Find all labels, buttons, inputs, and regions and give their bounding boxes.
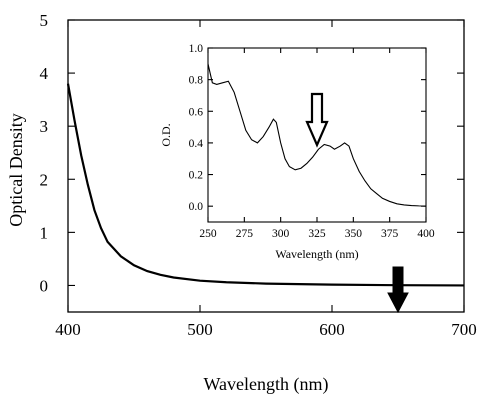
inset-y-tick-label: 0.2 xyxy=(189,170,204,182)
inset-y-axis-title: O.D. xyxy=(159,123,173,146)
inset-y-tick-label: 0.8 xyxy=(189,75,204,87)
main-y-tick-label: 4 xyxy=(40,64,49,83)
main-plot-frame xyxy=(67,19,465,313)
main-x-tick-label: 400 xyxy=(55,320,81,339)
inset-x-tick-label: 250 xyxy=(199,228,217,240)
main-x-tick-label: 700 xyxy=(451,320,477,339)
inset-spectrum-line xyxy=(207,63,427,207)
main-y-tick-label: 2 xyxy=(40,170,49,189)
main-x-tick-label: 600 xyxy=(319,320,345,339)
inset-x-axis-title: Wavelength (nm) xyxy=(275,247,358,261)
inset-x-tick-label: 350 xyxy=(345,228,363,240)
inset-y-tick-label: 0.0 xyxy=(189,201,204,213)
main-y-tick-label: 5 xyxy=(40,11,49,30)
inset-y-tick-label: 1.0 xyxy=(189,43,204,55)
inset-x-tick-label: 275 xyxy=(236,228,254,240)
inset-x-tick-label: 325 xyxy=(308,228,326,240)
main-down-arrow xyxy=(387,266,409,314)
inset-y-tick-label: 0.4 xyxy=(189,138,204,150)
inset-x-tick-label: 400 xyxy=(417,228,435,240)
inset-x-tick-label: 375 xyxy=(381,228,399,240)
inset-down-arrow xyxy=(305,92,329,148)
main-x-axis-title: Wavelength (nm) xyxy=(203,374,328,395)
main-y-tick-label: 3 xyxy=(40,117,49,136)
inset-y-tick-label: 0.6 xyxy=(189,106,204,118)
inset-x-tick-label: 300 xyxy=(272,228,290,240)
main-y-tick-label: 1 xyxy=(40,223,49,242)
main-y-tick-label: 0 xyxy=(40,276,49,295)
main-y-axis-title: Optical Density xyxy=(6,113,26,226)
main-x-tick-label: 500 xyxy=(187,320,213,339)
main-spectrum-line xyxy=(66,83,465,287)
